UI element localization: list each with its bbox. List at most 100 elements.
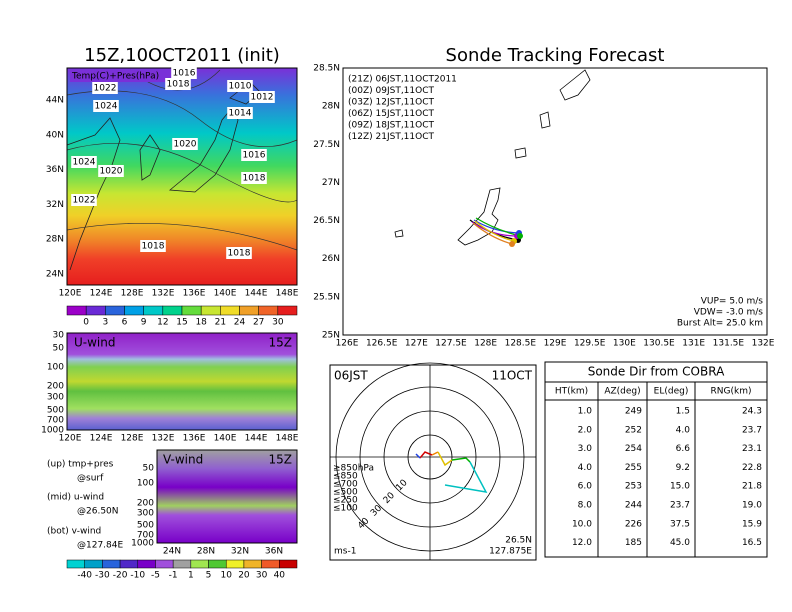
colorbar-label: 10 [221,571,233,581]
hodograph-lon: 127.875E [489,547,532,557]
lon-label: 130.5E [643,339,675,349]
isobar-label: 1022 [94,84,117,94]
table-cell: 23.1 [742,444,762,454]
isobar-label: 1014 [229,109,252,119]
table-frame [544,361,768,558]
note: @127.84E [77,541,123,551]
table-cell: 4.0 [578,463,593,473]
legend-entry: (00Z) 09JST,11OCT [348,86,434,96]
isobar-label-bg [71,156,97,168]
lon-label: 144E [245,434,268,444]
lon-label: 129E [544,339,567,349]
table-cell: 6.0 [578,482,593,492]
colorbar-label: 1 [188,571,194,581]
lon-label: 132E [152,289,175,299]
table-cell: 10.0 [572,519,592,529]
isobar-label-bg [165,78,191,90]
sonde-param: VDW= -3.0 m/s [694,308,764,318]
colorbar-segment [190,559,209,569]
isobar-label: 1022 [73,196,96,206]
lon-label: 124E [90,289,113,299]
sonde-tracks [469,217,521,245]
lat-label: 28N [322,102,340,112]
table-cell: 6.6 [676,444,691,454]
lat-label: 28.5N [313,64,340,74]
table-cell: 45.0 [670,538,690,548]
islands [394,69,591,246]
colorbar-segment [66,305,87,316]
isobar-label-bg [227,107,253,119]
left-title: 15Z,10OCT2011 (init) [84,45,280,66]
note: (up) tmp+pres [47,460,114,470]
isobar-label-bg [71,194,97,206]
isobar-label: 1018 [228,249,251,259]
isobar-label: 1016 [243,151,266,161]
burst-points [509,230,523,247]
table-cell: 226 [625,519,642,529]
colorbar-segment [155,559,174,569]
hodograph-frame [329,364,537,561]
level-label: 100 [47,363,64,373]
legend-entry: (09Z) 18JST,11OCT [348,121,434,131]
level-label: 30 [53,331,65,341]
colorbar-segment [239,305,259,316]
colorbar-label: 30 [256,571,268,581]
lat-label: 36N [46,165,64,175]
level-label: 1000 [41,426,64,436]
colorbar-label: -5 [151,571,160,581]
lon-label: 148E [276,289,299,299]
table-cell: 23.7 [670,501,690,511]
colorbar-segment [261,559,280,569]
lon-label: 136E [183,289,206,299]
table-cell: 24.3 [742,407,762,417]
colorbar-label: -1 [169,571,178,581]
table-cell: 253 [625,482,642,492]
level-label: 300 [137,509,154,519]
v-wind-time: 15Z [269,453,293,467]
table-lines [545,381,767,557]
lat-label: 26N [322,254,340,264]
lat-label: 24N [46,270,64,280]
table-cell: 23.7 [742,425,762,435]
hodograph-legend: ≤250 [333,496,358,506]
table-cell: 21.8 [742,482,762,492]
colorbar-label: -20 [113,571,128,581]
lat-label: 24N [163,547,181,557]
lon-label: 120E [59,289,82,299]
hodograph-unit: ms-1 [334,547,356,557]
colorbar-segment [208,559,227,569]
sonde-param: VUP= 5.0 m/s [701,297,764,307]
level-label: 50 [143,464,155,474]
lat-label: 36N [265,547,283,557]
lon-label: 131E [682,339,705,349]
colorbar-segment [172,559,192,569]
colorbar-label: 21 [215,318,226,328]
colorbar-segment [181,305,202,316]
isobar-label: 1012 [251,93,274,103]
colorbar-segment [85,305,106,316]
table-title: Sonde Dir from COBRA [588,365,725,379]
field-label: Temp(C)+Pres(hPa) [71,72,159,82]
hodograph-legend: ≤100 [333,504,358,514]
level-label: 200 [137,499,154,509]
note: (bot) v-wind [47,527,101,537]
note: @26.50N [77,507,119,517]
colorbar-label: 18 [195,318,207,328]
lon-label: 140E [214,289,237,299]
level-label: 700 [47,416,64,426]
table-cell: 15.9 [742,519,762,529]
u-wind-label: U-wind [74,336,115,350]
v-wind-field [157,450,297,543]
lat-label: 40N [46,130,64,140]
lon-label: 148E [276,434,299,444]
colorbar-label: 40 [274,571,286,581]
isobar-label-bg [226,247,252,259]
lat-label: 27N [322,178,340,188]
colorbar-label: 27 [253,318,264,328]
colorbar-label: 24 [234,318,246,328]
lon-label: 128E [121,434,144,444]
table-cell: 254 [625,444,642,454]
lon-label: 120E [59,434,82,444]
isobar-label: 1018 [167,80,190,90]
colorbar-label: 12 [157,318,168,328]
